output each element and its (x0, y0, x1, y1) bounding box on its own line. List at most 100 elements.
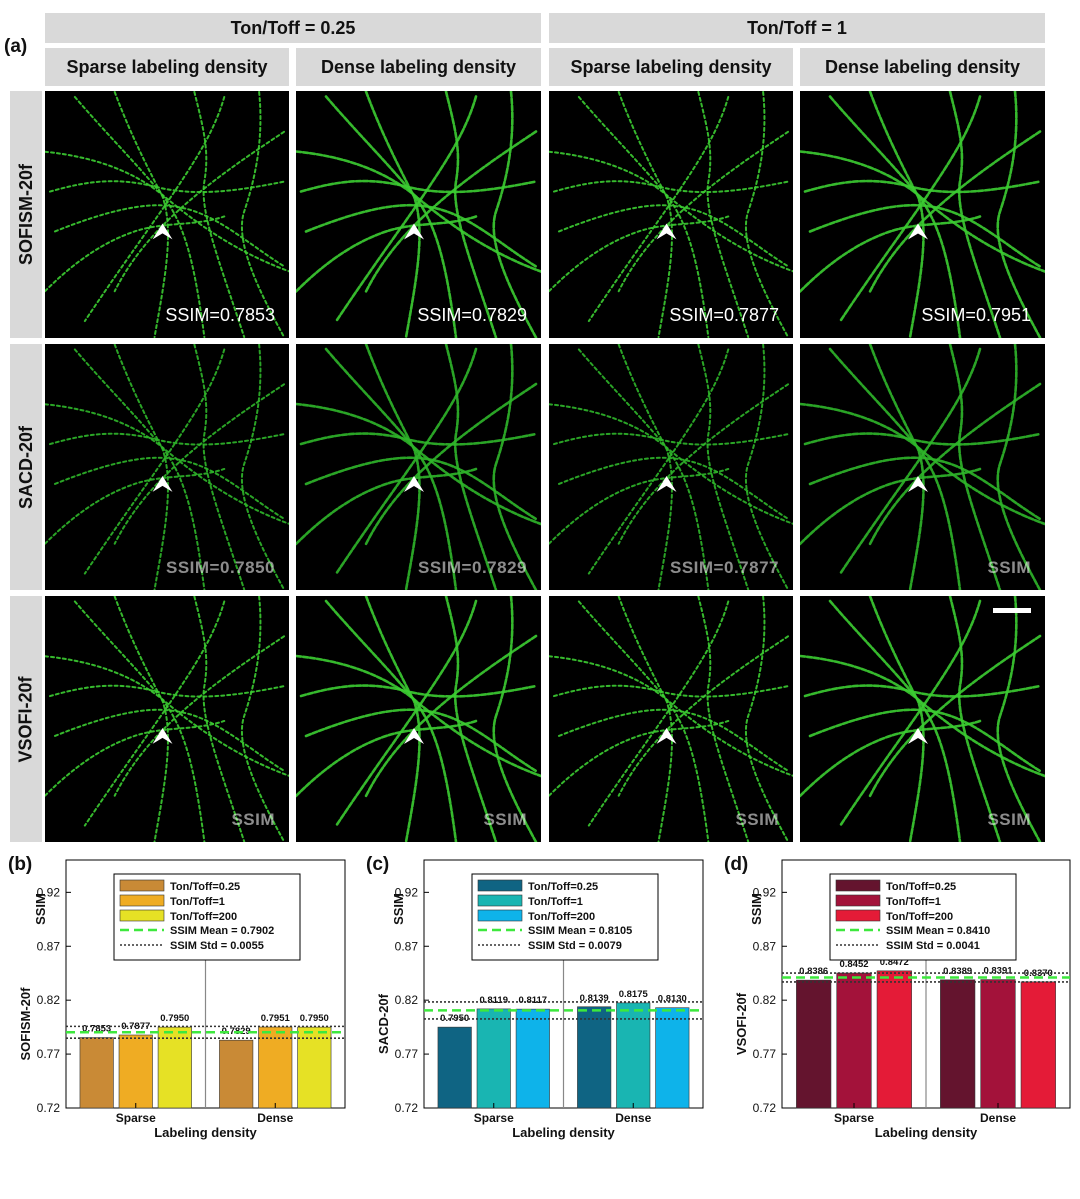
bar (655, 1007, 690, 1109)
ssim-label: SSIM=0.7850 (166, 558, 275, 577)
filament (444, 344, 498, 590)
x-axis-label: Labeling density (875, 1125, 978, 1140)
x-tick-label: Dense (257, 1111, 293, 1125)
filament (948, 596, 1002, 842)
filament (744, 91, 790, 338)
filament (364, 634, 538, 798)
arrowhead-marker (404, 476, 424, 492)
bar (796, 979, 832, 1109)
x-tick-label: Sparse (474, 1111, 514, 1125)
filament (113, 91, 169, 338)
arrowhead-marker (908, 223, 928, 240)
column-header-0: Sparse labeling density (45, 48, 289, 86)
filament (304, 456, 538, 521)
filament (996, 344, 1042, 590)
microscopy-image: SSIM=0.7850 (45, 344, 289, 590)
bar (157, 1026, 192, 1109)
filament (803, 684, 1042, 698)
arrowhead-marker (404, 728, 424, 744)
bar-value-label: 0.8391 (983, 966, 1013, 977)
ssim-label: SSIM (231, 810, 275, 829)
ssim-label: SSIM=0.7853 (165, 305, 275, 325)
y-tick-label: 0.72 (37, 1101, 61, 1115)
filament (808, 203, 1042, 268)
bar (980, 979, 1016, 1109)
filament (45, 655, 289, 777)
filament (549, 719, 730, 797)
y-axis-label: SACD-20fSSIM (376, 893, 406, 1054)
filament (549, 215, 730, 293)
row-label-1: SACD-20f (10, 344, 42, 590)
bar (940, 979, 976, 1109)
filament (803, 179, 1042, 194)
filament (83, 348, 226, 575)
microscopy-image: SSIM=0.7877 (549, 344, 793, 590)
filament (364, 596, 421, 842)
legend-entry: SSIM Mean = 0.8105 (528, 925, 632, 937)
filament-image (549, 596, 793, 842)
legend-entry: SSIM Mean = 0.7902 (170, 925, 274, 937)
ssim-label: SSIM (987, 558, 1031, 577)
filament (996, 596, 1042, 842)
filament (617, 130, 790, 293)
microscopy-image: SSIM=0.7951 (800, 91, 1045, 338)
filament (803, 432, 1042, 446)
filament (838, 95, 982, 323)
scale-bar (993, 608, 1031, 613)
filament (838, 599, 982, 828)
filament (193, 344, 246, 590)
filament (587, 348, 730, 575)
ssim-label: SSIM=0.7829 (417, 305, 527, 325)
filament (617, 344, 673, 590)
legend-swatch (477, 909, 523, 922)
legend-swatch (835, 894, 881, 907)
bar (437, 1026, 472, 1109)
filament (304, 708, 538, 773)
filament (549, 467, 730, 545)
filament (240, 344, 286, 590)
microscopy-image: SSIM (800, 596, 1045, 842)
legend-entry: Ton/Toff=0.25 (170, 881, 240, 893)
bar (616, 1002, 651, 1109)
filament (299, 179, 538, 194)
filament (364, 382, 538, 546)
bar-value-label: 0.7950 (440, 1013, 469, 1024)
y-tick-label: 0.72 (753, 1101, 777, 1115)
legend-entry: Ton/Toff=0.25 (528, 881, 598, 893)
filament (83, 95, 226, 323)
filament (552, 180, 790, 193)
filament (549, 403, 793, 525)
filament (444, 91, 498, 338)
legend-swatch (119, 879, 165, 892)
filament (193, 596, 246, 842)
legend-swatch (119, 894, 165, 907)
filament (334, 599, 478, 828)
bar-value-label: 0.8472 (880, 957, 909, 968)
legend-entry: Ton/Toff=0.25 (886, 881, 956, 893)
ssim-label: SSIM=0.7829 (418, 558, 527, 577)
bar (1020, 981, 1056, 1109)
bar-value-label: 0.8452 (839, 959, 868, 970)
filament (113, 344, 169, 590)
microscopy-image: SSIM=0.7853 (45, 91, 289, 338)
filament (697, 91, 750, 338)
filament (800, 719, 982, 798)
legend-entry: Ton/Toff=200 (528, 911, 595, 923)
x-axis-label: Labeling density (154, 1125, 257, 1140)
filament (53, 456, 286, 520)
group-header-1: Ton/Toff = 1 (549, 13, 1045, 43)
ssim-label: SSIM=0.7877 (670, 558, 779, 577)
bar (219, 1039, 254, 1109)
y-tick-label: 0.77 (753, 1047, 777, 1061)
legend-entry: Ton/Toff=200 (886, 911, 953, 923)
filament (996, 91, 1042, 338)
filament (557, 708, 790, 772)
filament (587, 95, 730, 323)
filament (48, 432, 286, 446)
legend-entry: SSIM Std = 0.0041 (886, 940, 980, 952)
filament (53, 708, 286, 772)
ssim-label: SSIM (735, 810, 779, 829)
ssim-label: SSIM=0.7877 (669, 305, 779, 325)
column-header-3: Dense labeling density (800, 48, 1045, 86)
filament-image (549, 344, 793, 590)
